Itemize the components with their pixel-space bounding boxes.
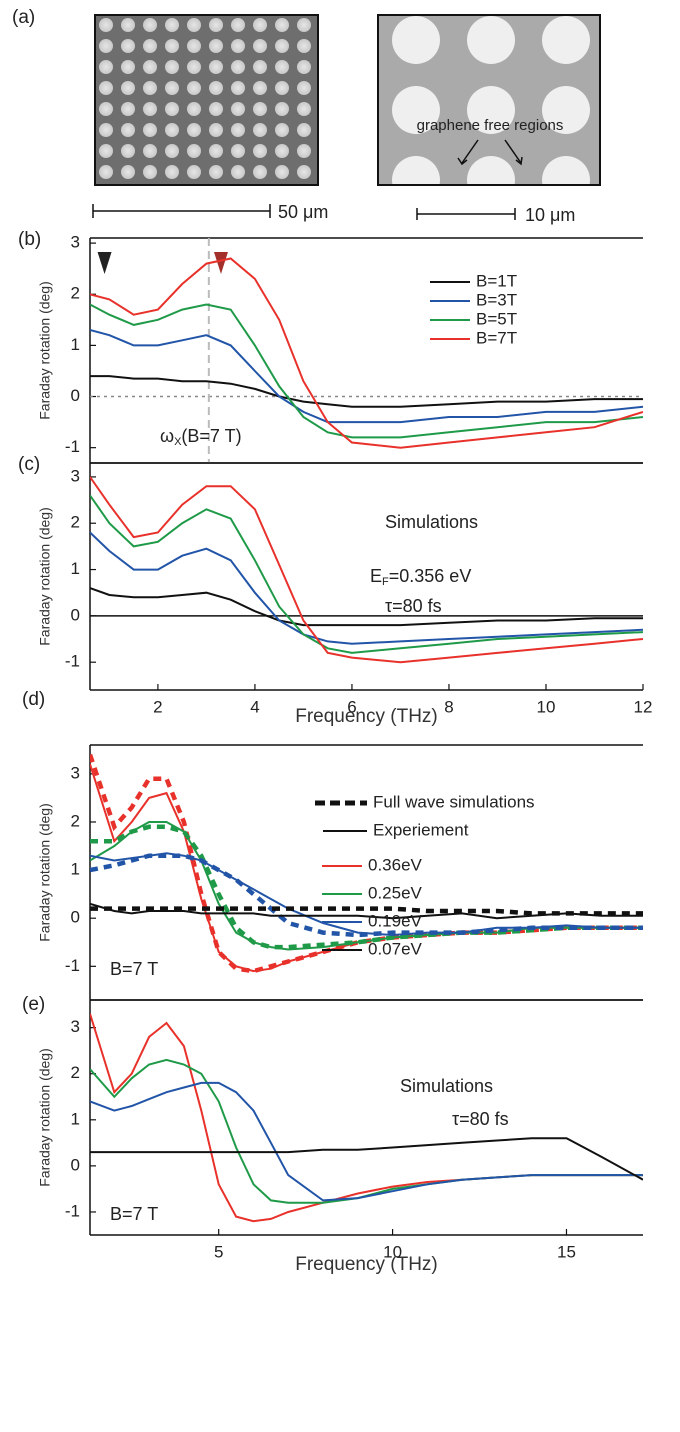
x-tick-label: 10 (383, 1242, 402, 1261)
series-line (90, 1013, 643, 1223)
y-tick-label: 0 (71, 1155, 80, 1174)
scale-bar (416, 208, 516, 220)
y-tick-label: 1 (71, 1109, 80, 1128)
y-tick-label: 1 (71, 860, 80, 879)
annotation-part: X (174, 436, 182, 448)
series-line (90, 902, 643, 920)
legend-label: Full wave simulations (373, 792, 535, 811)
panel-label: (d) (22, 689, 45, 710)
y-tick-label: 2 (71, 1063, 80, 1082)
x-tick-label: 6 (347, 697, 356, 716)
x-tick-label: 12 (634, 697, 653, 716)
marker (213, 252, 228, 274)
y-tick-label: -1 (65, 1201, 80, 1220)
series-line (90, 257, 643, 449)
x-tick-label: 15 (557, 1242, 576, 1261)
series-line (90, 1081, 643, 1202)
y-tick-label: -1 (65, 652, 80, 671)
series-line (90, 1137, 643, 1181)
x-tick-label: 2 (153, 697, 162, 716)
y-tick-label: 0 (71, 908, 80, 927)
y-tick-label: 1 (71, 559, 80, 578)
legend-label: 0.19eV (368, 911, 423, 930)
panel-label: (a) (12, 7, 35, 28)
scale-bar-label: 10 μm (525, 205, 575, 225)
annotation: τ=80 fs (452, 1109, 509, 1129)
image-caption: graphene free regions (417, 117, 564, 134)
x-axis-label: Frequency (THz) (295, 706, 438, 727)
y-tick-label: 3 (71, 763, 80, 782)
micrograph (94, 14, 319, 186)
annotation: τ=80 fs (385, 596, 442, 616)
annotation: B=7 T (110, 959, 158, 979)
x-axis-label: Frequency (THz) (295, 1254, 438, 1275)
annotation-part: =0.356 eV (389, 566, 472, 586)
panel-label: (c) (18, 454, 40, 475)
y-axis-label: Faraday rotation (deg) (37, 507, 53, 646)
y-axis-label: Faraday rotation (deg) (37, 803, 53, 942)
scale-bar (92, 204, 271, 218)
y-tick-label: 3 (71, 1017, 80, 1036)
legend-label: B=3T (476, 290, 517, 309)
annotation-part: (B=7 T) (181, 426, 241, 446)
x-tick-label: 8 (444, 697, 453, 716)
arrow (461, 139, 522, 164)
series-line (90, 852, 643, 937)
annotation-part: ω (160, 426, 174, 446)
y-tick-label: 3 (71, 466, 80, 485)
y-tick-label: 0 (71, 605, 80, 624)
annotation-part: E (370, 566, 382, 586)
y-tick-label: 0 (71, 386, 80, 405)
x-tick-label: 5 (214, 1242, 223, 1261)
legend-label: 0.25eV (368, 883, 423, 902)
annotation: EF=0.356 eV (370, 566, 471, 588)
y-tick-label: 2 (71, 284, 80, 303)
legend-label: B=5T (476, 309, 517, 328)
legend-label: 0.36eV (368, 855, 423, 874)
y-axis-label: Faraday rotation (deg) (37, 281, 53, 420)
y-tick-label: -1 (65, 437, 80, 456)
series-line (90, 375, 643, 408)
series-line (90, 853, 643, 938)
x-tick-label: 4 (250, 697, 259, 716)
series-line (90, 531, 643, 645)
y-tick-label: 1 (71, 335, 80, 354)
y-tick-label: 2 (71, 811, 80, 830)
series-line (90, 476, 643, 664)
legend-label: Experiement (373, 820, 469, 839)
series-line (90, 587, 643, 627)
annotation-part: F (382, 576, 389, 588)
series-line (90, 906, 643, 916)
series-line (90, 303, 643, 439)
arrow-head (457, 156, 523, 166)
panel-label: (e) (22, 994, 45, 1015)
legend-label: 0.07eV (368, 939, 423, 958)
annotation: Simulations (385, 512, 478, 532)
annotation: B=7 T (110, 1204, 158, 1224)
scale-bar-label: 50 μm (278, 202, 328, 222)
annotation: Simulations (400, 1076, 493, 1096)
panel-label: (b) (18, 229, 41, 250)
micrograph (377, 14, 601, 186)
series-line (90, 494, 643, 654)
series-line (90, 1058, 643, 1204)
x-tick-label: 10 (537, 697, 556, 716)
series-line (90, 753, 643, 974)
annotation: ωX(B=7 T) (160, 426, 242, 448)
marker (97, 252, 112, 274)
y-tick-label: -1 (65, 956, 80, 975)
y-tick-label: 3 (71, 233, 80, 252)
legend-label: B=1T (476, 271, 517, 290)
series-line (90, 329, 643, 424)
y-axis-label: Faraday rotation (deg) (37, 1048, 53, 1187)
series-line (90, 824, 643, 950)
legend-label: B=7T (476, 328, 517, 347)
y-tick-label: 2 (71, 513, 80, 532)
